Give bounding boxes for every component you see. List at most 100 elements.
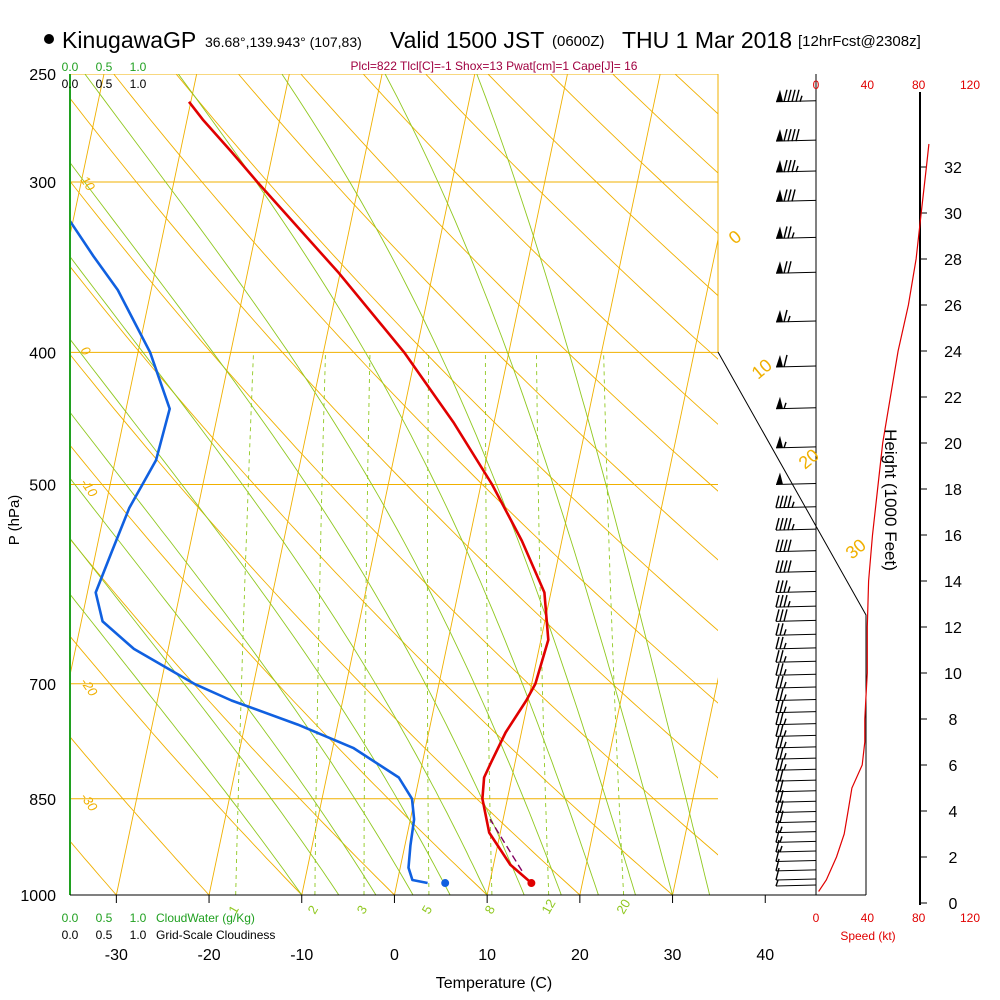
- wind-barb-full: [783, 560, 788, 573]
- wind-barb-half: [779, 826, 783, 833]
- dry-adiabat-line: [987, 74, 1000, 895]
- wind-barb-full: [775, 650, 780, 663]
- wind-barb-half: [783, 752, 787, 760]
- wind-barb-shaft: [775, 734, 817, 737]
- y-tick-label: 1000: [20, 888, 56, 905]
- wind-barb-shaft: [775, 821, 817, 824]
- moist-adiabat-line: [70, 255, 488, 895]
- cloudiness-bottom-tick: 0.5: [96, 928, 113, 942]
- dry-adiabat-line: [70, 353, 581, 895]
- wind-barb-shaft: [775, 884, 817, 887]
- wind-barb-pennant: [776, 472, 783, 485]
- isotherm-line: [301, 74, 476, 895]
- height-tick-label: 16: [944, 528, 962, 545]
- wind-barb: [775, 768, 817, 782]
- wind-barb-half: [783, 629, 787, 636]
- wind-barb: [775, 675, 817, 689]
- height-tick-label: 2: [949, 850, 958, 867]
- wind-barb: [775, 539, 817, 553]
- x-tick-label: 0: [390, 947, 399, 964]
- wind-barb-full: [783, 354, 788, 368]
- wind-barb-full: [783, 89, 788, 102]
- wind-barb-full: [783, 309, 788, 323]
- wind-barb-shaft: [775, 686, 817, 689]
- x-tick-label: 40: [756, 947, 774, 964]
- speed-top-tick: 120: [960, 78, 980, 92]
- dry-adiabat-line: [0, 74, 24, 895]
- wind-barb: [775, 779, 817, 793]
- wind-barb-pennant: [776, 226, 783, 239]
- wind-barb-shaft: [775, 723, 817, 726]
- dry-adiabat-line: [70, 97, 718, 779]
- station-name: KinugawaGP: [62, 27, 197, 53]
- wind-barb: [775, 758, 817, 771]
- isotherm-line: [858, 74, 1000, 895]
- wind-barb-half: [783, 706, 787, 713]
- wind-barb-full: [775, 700, 780, 713]
- moist-adiabat-line: [384, 74, 673, 895]
- wind-barb: [775, 724, 817, 737]
- wind-barb-full: [779, 636, 784, 650]
- isotherm-line: [0, 74, 11, 895]
- wind-barb-full: [779, 724, 784, 737]
- wind-barb: [775, 867, 817, 881]
- dry-adiabat-line: [175, 74, 718, 632]
- x-tick-label: -20: [197, 947, 220, 964]
- wind-barb-half: [775, 879, 779, 887]
- height-tick-label: 4: [949, 804, 958, 821]
- y-tick-label: 250: [29, 67, 56, 84]
- cloudiness-top-tick: 0.0: [62, 77, 79, 91]
- dry-adiabat-label: 0: [725, 226, 746, 248]
- wind-barb-half: [791, 501, 795, 508]
- wind-barb: [775, 623, 817, 636]
- wind-barb-full: [779, 517, 784, 531]
- height-tick-label: 28: [944, 252, 962, 269]
- isotherm-line: [672, 677, 718, 895]
- wind-barb-full: [775, 675, 780, 689]
- mixing-ratio-line: [426, 352, 430, 895]
- wind-barb-shaft: [775, 619, 817, 622]
- wind-panel-edge: [717, 351, 867, 895]
- wind-barb-half: [783, 741, 787, 749]
- wind-barb-full: [775, 867, 780, 881]
- wind-barb-pennant: [776, 160, 783, 173]
- wind-barb-full: [775, 712, 780, 725]
- wind-barb: [775, 396, 817, 410]
- wind-barb-full: [779, 560, 784, 573]
- wind-barb: [775, 435, 817, 449]
- dry-adiabat-label: 20: [795, 445, 823, 473]
- wind-barb-shaft: [775, 811, 817, 814]
- wind-barb-half: [783, 656, 787, 663]
- wind-barb-shaft: [775, 831, 817, 834]
- wind-barb-shaft: [775, 660, 817, 663]
- temperature-profile-line: [187, 101, 550, 884]
- wind-barb-pennant: [776, 129, 783, 142]
- moist-adiabat-line: [70, 338, 451, 895]
- moist-adiabat-line: [177, 74, 599, 895]
- wind-barb-full: [775, 560, 780, 573]
- wind-barb-full: [779, 495, 784, 508]
- cloud-bottom-tick: 0.0: [62, 911, 79, 925]
- mixing-ratio-label: 20: [613, 896, 633, 916]
- wind-barb-full: [783, 128, 788, 142]
- wind-barb-half: [791, 232, 795, 239]
- moist-adiabat-line: [70, 411, 414, 895]
- wind-barb-half: [783, 730, 787, 737]
- height-tick-label: 22: [944, 390, 962, 407]
- wind-barb-half: [787, 586, 791, 593]
- isotherm-line: [70, 74, 198, 678]
- wind-barb-full: [795, 128, 800, 142]
- cloudiness-bottom-tick: 1.0: [130, 928, 147, 942]
- wind-barb-shaft: [775, 633, 817, 636]
- wind-barb: [775, 858, 817, 872]
- y-tick-label: 500: [29, 478, 56, 495]
- wind-barb-full: [775, 517, 780, 531]
- valid-date: THU 1 Mar 2018: [622, 27, 793, 53]
- mixing-ratio-label: 3: [354, 903, 371, 917]
- wind-barb-full: [779, 735, 784, 749]
- dry-adiabat-line: [113, 74, 718, 704]
- speed-bottom-tick: 80: [912, 911, 926, 925]
- moist-adiabat-line: [70, 477, 377, 895]
- wind-barb-full: [783, 609, 788, 622]
